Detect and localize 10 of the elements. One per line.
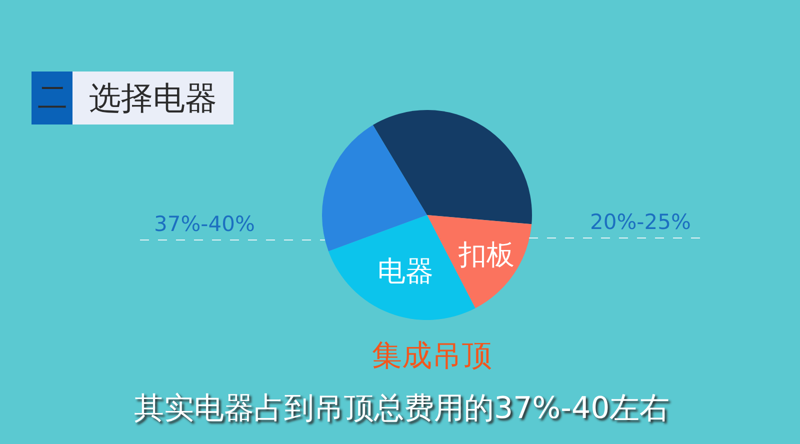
text: 集成吊顶: [372, 338, 492, 374]
slice-label: 扣板: [457, 238, 514, 271]
pie-slice: [372, 110, 532, 224]
slice-label: 电器: [377, 254, 434, 288]
text: 37%-40%: [154, 212, 255, 236]
text: 二: [38, 80, 68, 116]
pie-slice: [322, 124, 427, 252]
text: 选择电器: [89, 79, 217, 117]
text: 20%-25%: [590, 210, 691, 234]
text: 其实电器占到吊顶总费用的37%-40左右: [134, 391, 670, 426]
